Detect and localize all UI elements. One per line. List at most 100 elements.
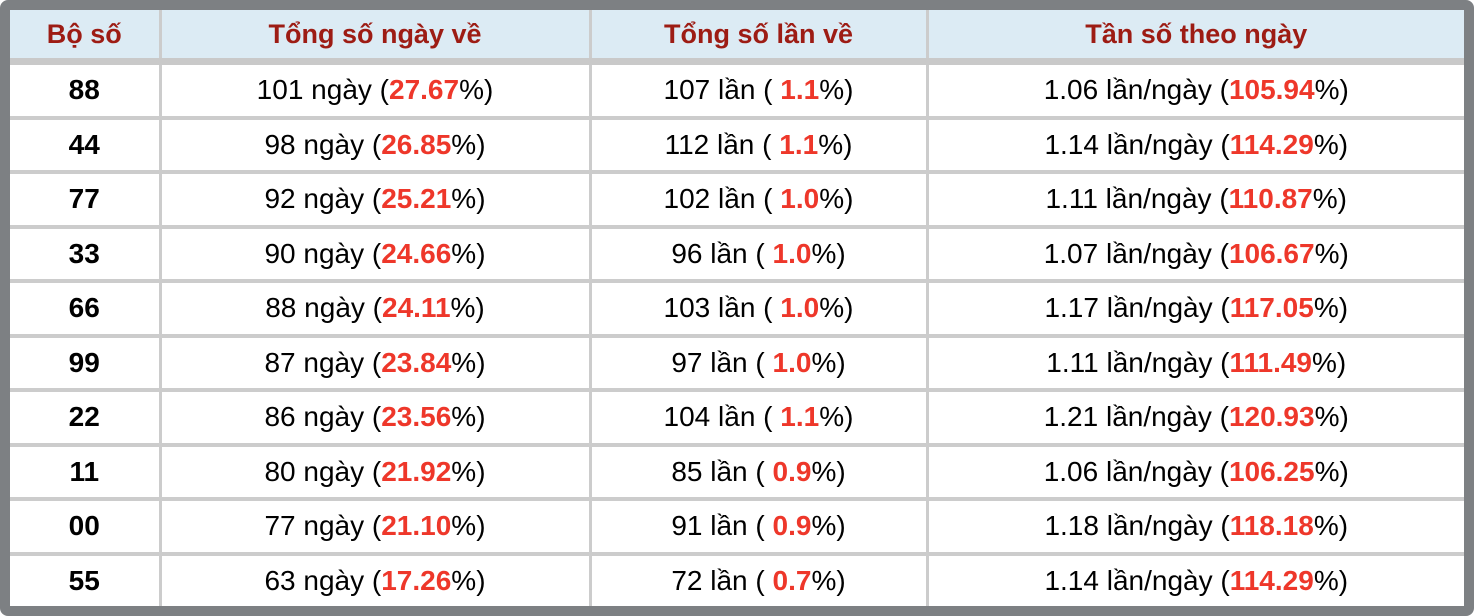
frequency-cell: 1.11 lần/ngày (110.87%) [925, 172, 1464, 229]
frequency-value: 1.14 [1044, 128, 1099, 160]
times-percent: 0.7 [772, 564, 812, 596]
frequency-percent: 106.67 [1228, 237, 1315, 269]
days-cell: 92 ngày (25.21%) [158, 172, 590, 229]
times-value: 72 [671, 564, 703, 596]
times-unit: lần ( [710, 401, 781, 433]
days-percent: 23.56 [381, 401, 452, 433]
frequency-unit: lần/ngày ( [1098, 237, 1229, 269]
frequency-value: 1.06 [1043, 74, 1099, 106]
days-percent: 17.26 [381, 564, 452, 596]
days-unit: ngày ( [295, 564, 382, 596]
days-percent: 24.11 [382, 292, 451, 324]
header-pair: Bộ số [10, 10, 160, 65]
times-value: 107 [663, 74, 711, 106]
frequency-percent: 114.29 [1229, 128, 1314, 160]
table-row: 22 86 ngày (23.56%) 104 lần ( 1.1%) 1.21 lầ… [10, 390, 1464, 447]
percent-close: %) [1313, 510, 1349, 542]
times-unit: lần ( [702, 510, 773, 542]
pair-cell: 33 [10, 226, 160, 283]
percent-close: %) [1313, 564, 1349, 596]
table-row: 11 80 ngày (21.92%) 85 lần ( 0.9%) 1.06 lần… [10, 444, 1464, 501]
days-unit: ngày ( [295, 346, 382, 378]
times-unit: lần ( [709, 128, 780, 160]
frequency-percent: 110.87 [1228, 183, 1313, 215]
times-value: 102 [663, 183, 711, 215]
percent-close: %) [811, 346, 846, 378]
percent-close: %) [818, 128, 853, 160]
times-cell: 96 lần ( 1.0%) [588, 226, 927, 283]
days-unit: ngày ( [295, 401, 382, 433]
frequency-cell: 1.07 lần/ngày (106.67%) [925, 226, 1464, 283]
frequency-cell: 1.21 lần/ngày (120.93%) [925, 390, 1464, 447]
days-value: 80 [264, 455, 296, 487]
pair-cell: 99 [10, 335, 160, 392]
times-unit: lần ( [710, 292, 781, 324]
table-body: 88 101 ngày (27.67%) 107 lần ( 1.1%) 1.06 l… [10, 61, 1464, 607]
percent-close: %) [1314, 455, 1349, 487]
days-value: 77 [264, 510, 296, 542]
days-value: 63 [264, 564, 296, 596]
days-cell: 86 ngày (23.56%) [158, 390, 590, 447]
frequency-cell: 1.06 lần/ngày (105.94%) [925, 61, 1464, 120]
times-unit: lần ( [710, 183, 781, 215]
frequency-value: 1.07 [1043, 237, 1099, 269]
times-value: 103 [663, 292, 711, 324]
times-unit: lần ( [702, 237, 773, 269]
percent-close: %) [451, 455, 486, 487]
frequency-cell: 1.14 lần/ngày (114.29%) [925, 117, 1464, 174]
times-cell: 102 lần ( 1.0%) [588, 172, 927, 229]
pair-value: 44 [68, 128, 100, 160]
times-percent: 0.9 [772, 510, 812, 542]
times-percent: 1.0 [772, 237, 812, 269]
days-percent: 23.84 [381, 346, 452, 378]
percent-close: %) [451, 346, 486, 378]
percent-close: %) [1314, 237, 1349, 269]
frequency-percent: 105.94 [1228, 74, 1315, 106]
times-percent: 0.9 [772, 455, 812, 487]
percent-close: %) [451, 183, 486, 215]
percent-close: %) [451, 237, 486, 269]
times-cell: 103 lần ( 1.0%) [588, 281, 927, 338]
pair-value: 55 [68, 564, 100, 596]
percent-close: %) [1314, 74, 1349, 106]
pair-value: 99 [68, 346, 100, 378]
times-percent: 1.1 [780, 401, 820, 433]
frequency-value: 1.21 [1043, 401, 1099, 433]
pair-cell: 22 [10, 390, 160, 447]
table-row: 55 63 ngày (17.26%) 72 lần ( 0.7%) 1.14 lần… [10, 553, 1464, 607]
percent-close: %) [1313, 292, 1349, 324]
times-cell: 85 lần ( 0.9%) [588, 444, 927, 501]
times-unit: lần ( [702, 564, 773, 596]
frequency-value: 1.17 [1044, 292, 1099, 324]
percent-close: %) [819, 401, 854, 433]
days-value: 86 [264, 401, 296, 433]
pair-frequency-table: Bộ số Tổng số ngày về Tổng số lần về Tần… [10, 10, 1464, 606]
pair-value: 22 [68, 401, 100, 433]
frequency-percent: 114.29 [1229, 564, 1314, 596]
times-value: 91 [671, 510, 703, 542]
times-value: 112 [664, 128, 710, 160]
days-percent: 24.66 [381, 237, 452, 269]
times-cell: 97 lần ( 1.0%) [588, 335, 927, 392]
days-unit: ngày ( [296, 292, 382, 324]
times-cell: 112 lần ( 1.1%) [588, 117, 927, 174]
times-percent: 1.1 [779, 128, 819, 160]
table-row: 44 98 ngày (26.85%) 112 lần ( 1.1%) 1.14 lầ… [10, 117, 1464, 174]
pair-value: 66 [68, 292, 100, 324]
times-unit: lần ( [702, 455, 773, 487]
frequency-value: 1.14 [1044, 564, 1099, 596]
times-cell: 72 lần ( 0.7%) [588, 553, 927, 606]
times-unit: lần ( [702, 346, 773, 378]
pair-value: 33 [68, 237, 100, 269]
table-row: 77 92 ngày (25.21%) 102 lần ( 1.0%) 1.11 lầ… [10, 172, 1464, 229]
frequency-unit: lần/ngày ( [1098, 292, 1230, 324]
times-value: 97 [671, 346, 703, 378]
percent-close: %) [451, 564, 486, 596]
days-percent: 27.67 [389, 74, 460, 106]
pair-cell: 55 [10, 554, 160, 607]
frequency-value: 1.18 [1044, 510, 1099, 542]
frequency-percent: 118.18 [1229, 510, 1314, 542]
frequency-unit: lần/ngày ( [1097, 183, 1229, 215]
frequency-cell: 1.14 lần/ngày (114.29%) [925, 553, 1464, 606]
